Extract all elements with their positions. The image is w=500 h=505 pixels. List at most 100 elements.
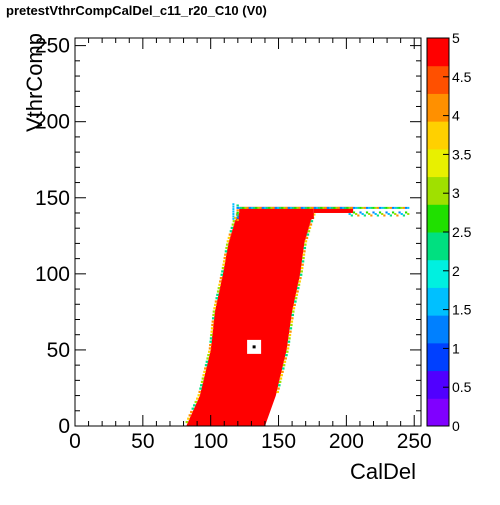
edge-bin xyxy=(288,337,291,340)
edge-bin xyxy=(291,313,295,317)
shelf-bin xyxy=(402,214,406,217)
shelf-edge-bin xyxy=(232,203,235,206)
shelf-bin xyxy=(363,214,366,217)
shelf-bin xyxy=(407,206,410,209)
edge-bin xyxy=(194,400,198,404)
edge-bin xyxy=(214,303,217,306)
plateau-region xyxy=(186,212,314,426)
edge-bin xyxy=(205,360,209,363)
edge-bin xyxy=(201,377,205,380)
shelf-bin xyxy=(348,212,351,215)
edge-bin xyxy=(296,287,300,290)
edge-bin xyxy=(187,417,190,420)
shelf-core xyxy=(239,206,314,220)
edge-bin xyxy=(199,387,202,390)
shelf-bin xyxy=(346,206,349,209)
shelf-bin xyxy=(383,206,386,209)
edge-bin xyxy=(193,404,196,407)
edge-bin xyxy=(287,340,291,343)
shelf-bin xyxy=(404,211,408,214)
shelf-bin xyxy=(283,206,286,209)
edge-bin xyxy=(224,250,228,253)
shelf-bin xyxy=(385,206,388,209)
edge-bin xyxy=(208,350,211,353)
edge-bin xyxy=(225,246,228,250)
edge-bin xyxy=(287,343,290,347)
colorbar-segment xyxy=(427,148,449,178)
shelf-bin xyxy=(344,206,347,209)
shelf-bin xyxy=(396,206,399,209)
shelf-bin xyxy=(272,206,275,209)
edge-bin xyxy=(278,380,282,383)
bins-layer xyxy=(75,38,421,426)
colorbar-segment xyxy=(427,65,449,94)
shelf-bin xyxy=(370,214,373,217)
edge-bin xyxy=(232,220,236,223)
edge-bin xyxy=(200,380,204,383)
shelf-bin xyxy=(407,212,410,215)
edge-bin xyxy=(294,297,298,300)
shelf-bin xyxy=(396,214,399,217)
colorbar-segment xyxy=(427,232,449,261)
edge-bin xyxy=(299,277,302,280)
edge-bin xyxy=(298,280,301,283)
edge-bin xyxy=(220,273,224,276)
shelf-bin xyxy=(357,206,360,209)
edge-bin xyxy=(307,230,311,233)
shelf-bin xyxy=(242,206,245,209)
shelf-bin xyxy=(298,206,301,209)
colorbar-tick-label: 3 xyxy=(452,185,460,201)
y-tick-label: 50 xyxy=(47,339,70,362)
edge-bin xyxy=(211,323,214,327)
colorbar-segment xyxy=(427,259,449,288)
chart-title: pretestVthrCompCalDel_c11_r20_C10 (V0) xyxy=(6,3,267,18)
shelf-bin xyxy=(261,206,264,209)
colorbar-segment xyxy=(427,204,449,233)
y-tick-label: 250 xyxy=(35,35,70,58)
edge-bin xyxy=(234,216,237,219)
shelf-bin xyxy=(268,206,271,209)
edge-bin xyxy=(217,287,221,290)
y-tick-label: 150 xyxy=(35,187,70,210)
shelf-edge-bin xyxy=(236,204,239,207)
x-tick-label: 150 xyxy=(261,430,296,453)
colorbar-tick-label: 0.5 xyxy=(452,379,472,395)
x-tick-label: 200 xyxy=(329,430,364,453)
edge-bin xyxy=(216,290,220,293)
shelf-bin xyxy=(381,206,384,209)
edge-bin xyxy=(310,220,314,223)
shelf-edge-bin xyxy=(232,208,235,211)
edge-bin xyxy=(221,270,224,273)
edge-bin xyxy=(216,293,219,296)
shelf-bin xyxy=(266,206,269,209)
shelf-bin xyxy=(255,206,258,209)
shelf-bin xyxy=(279,206,282,209)
edge-bin xyxy=(293,303,296,306)
shelf-edge-bin xyxy=(232,205,235,208)
colorbar-segment xyxy=(427,370,449,399)
shelf-edge-bin xyxy=(236,214,239,217)
shelf-bin xyxy=(339,206,343,209)
shelf-bin xyxy=(400,206,403,209)
edge-bin xyxy=(299,273,303,276)
shelf-bin xyxy=(263,206,267,209)
colorbar-tick-label: 5 xyxy=(452,30,460,46)
shelf-bin xyxy=(374,206,377,209)
shelf-bin xyxy=(318,206,321,209)
edge-bin xyxy=(277,387,280,390)
shelf-bin xyxy=(292,206,295,209)
shelf-edge-bin xyxy=(236,206,239,209)
edge-bin xyxy=(290,320,294,323)
edge-bin xyxy=(214,300,218,303)
edge-bin xyxy=(294,300,297,303)
edge-bin xyxy=(225,243,229,246)
edge-bin xyxy=(231,223,235,226)
edge-bin xyxy=(197,394,201,397)
shelf-bin xyxy=(270,206,273,209)
shelf-bin xyxy=(368,206,371,209)
edge-bin xyxy=(288,333,292,337)
edge-bin xyxy=(222,260,226,263)
shelf-bin xyxy=(244,206,247,209)
edge-bin xyxy=(218,283,221,286)
edge-bin xyxy=(312,213,316,216)
